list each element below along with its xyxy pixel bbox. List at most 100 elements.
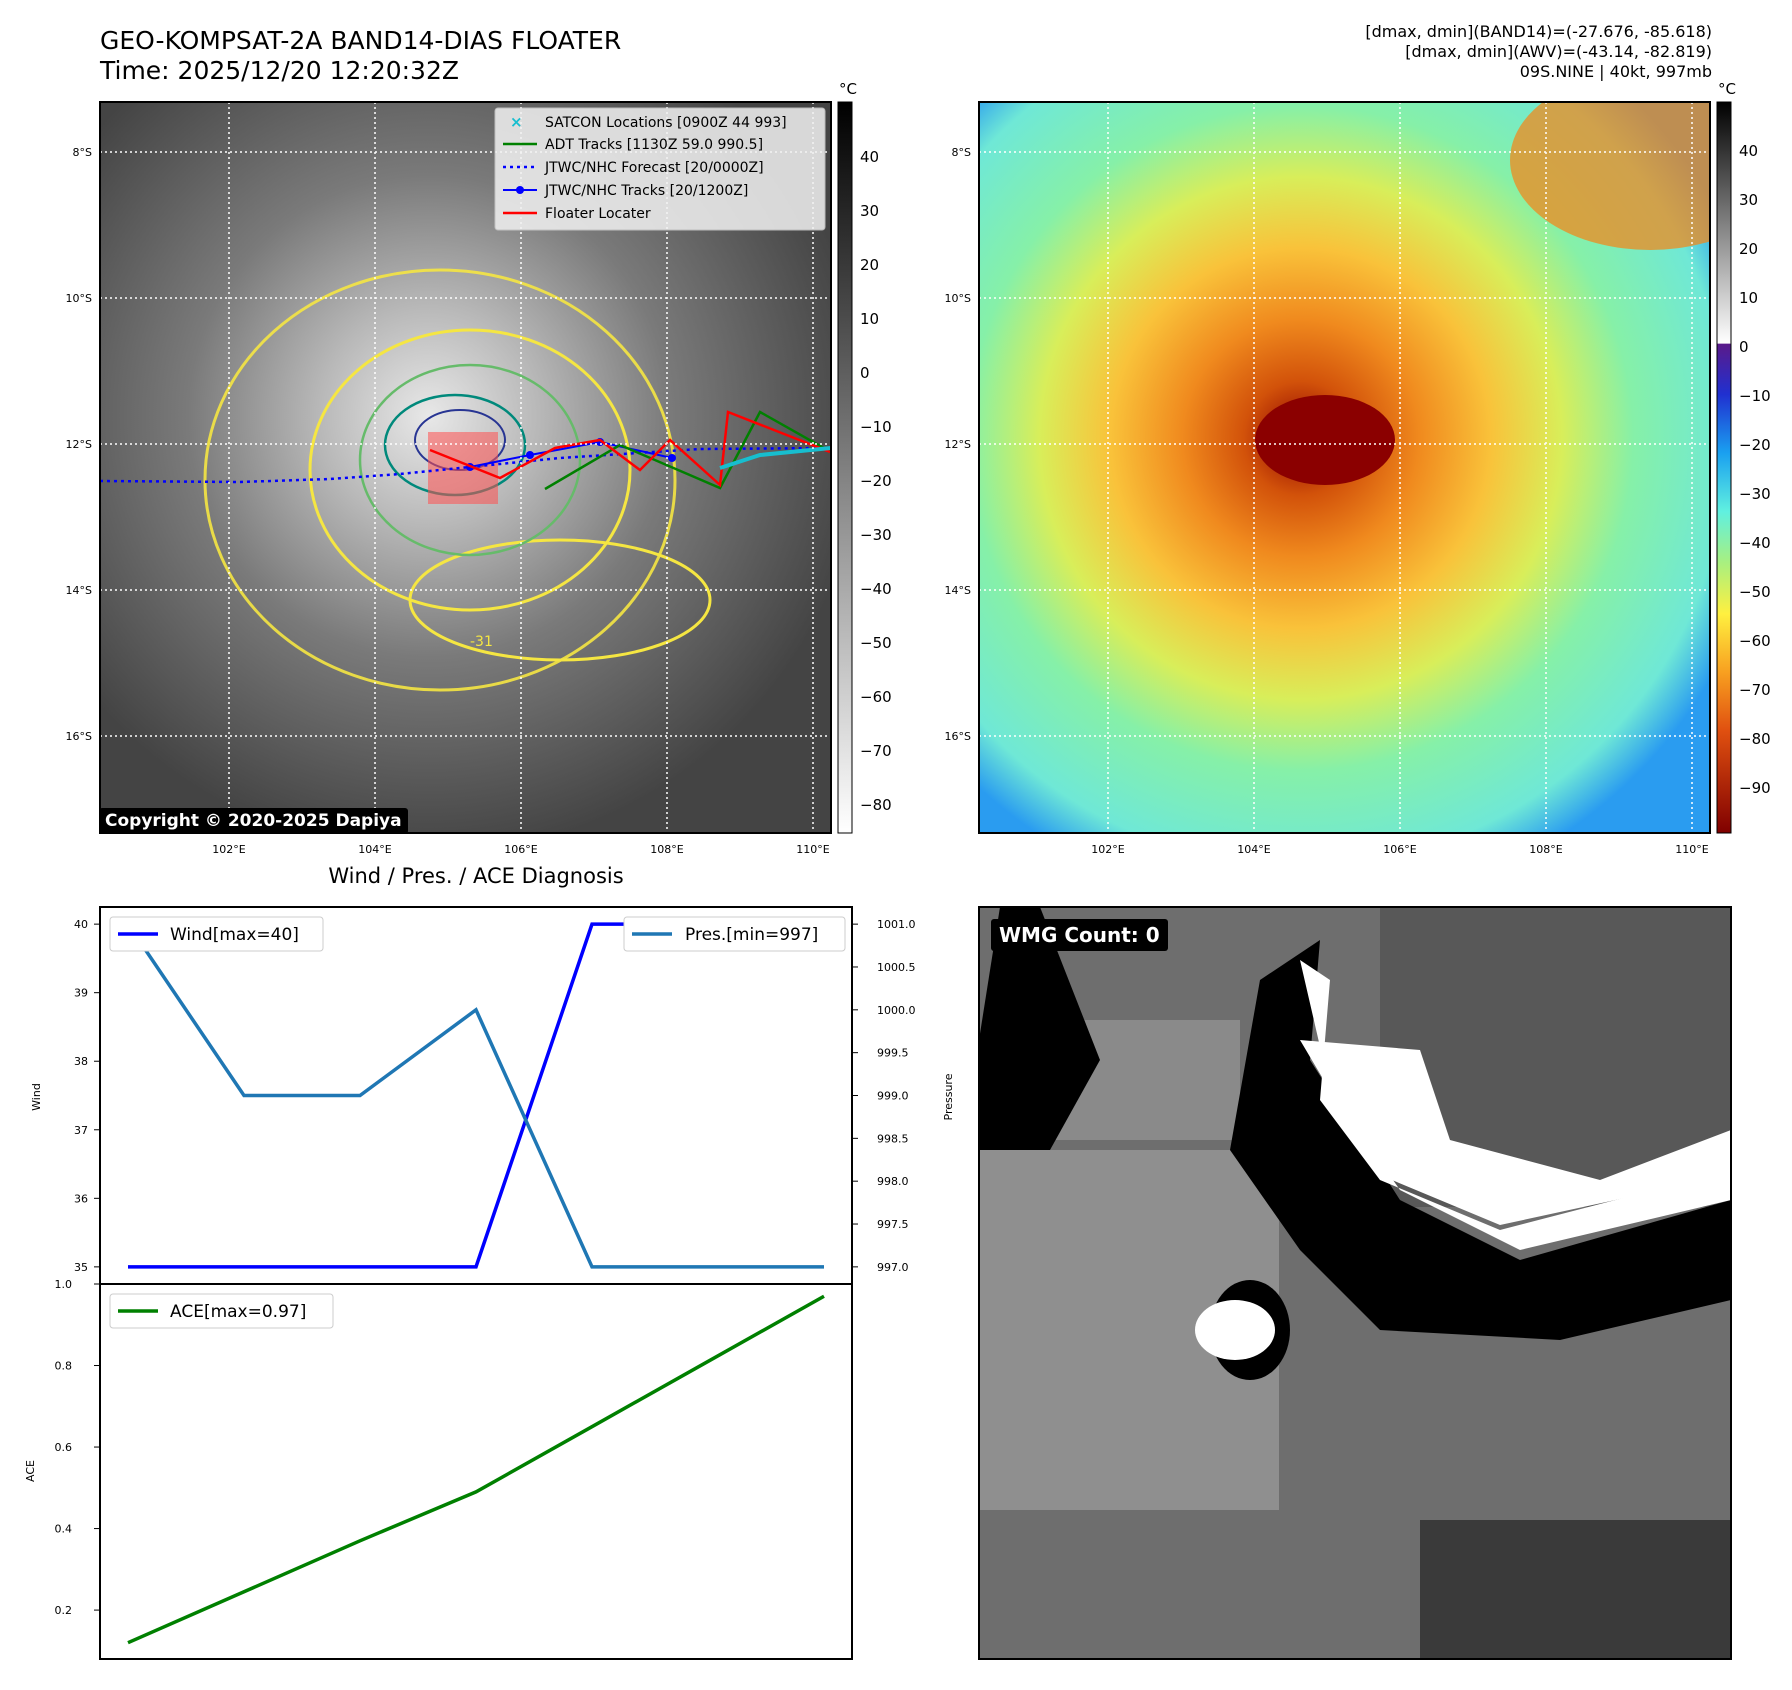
ace-tick-label: 0.8 [55,1360,73,1373]
colorbar-tick: −30 [1739,485,1771,503]
adt-track [544,410,831,491]
legend-entry: Pres.[min=997] [685,925,818,945]
track-point [668,454,676,462]
wind-legend: Wind[max=40] [109,916,324,952]
colorbar-tick: −30 [860,526,892,544]
copyright-notice: Copyright © 2020-2025 Dapiya [99,808,408,834]
pressure-tick-label: 997.0 [877,1261,909,1274]
contour-label: -31 [470,634,493,650]
wind-pressure-chart: 35 36 37 38 39 40 997.0 997.5 998.0 998.5 999.0 999… [30,906,955,1285]
legend-entry: ACE[max=0.97] [170,1302,306,1322]
awv-gridlines [979,102,1710,833]
colorbar-tick: 30 [860,202,879,220]
lat-tick-label: 10°S [945,292,971,305]
colorbar-tick: 0 [860,364,870,382]
lat-tick-label: 12°S [66,438,92,451]
wmg-cold-ring [979,907,1100,1150]
colorbar-tick: 20 [1739,240,1758,258]
ace-chart: 0.2 0.4 0.6 0.8 1.0 ACE ACE[max=0.97] [24,1278,853,1660]
ir-colorbar-ticks: 40 30 20 10 0 −10 −20 −30 −40 −50 −60 −7… [860,148,892,814]
ace-tick-label: 0.6 [55,1441,73,1454]
colorbar-tick: 40 [1739,142,1758,160]
wind-tick-label: 37 [74,1124,88,1137]
colorbar-unit: °C [839,80,857,98]
colorbar-tick: −80 [860,796,892,814]
wind-tick-label: 40 [74,918,88,931]
awv-lat-labels: 8°S 10°S 12°S 14°S 16°S [945,146,971,743]
pressure-tick-label: 999.0 [877,1090,909,1103]
lat-tick-label: 16°S [66,730,92,743]
wind-tick-label: 36 [74,1192,88,1205]
colorbar-tick: −20 [1739,436,1771,454]
figure-title: GEO-KOMPSAT-2A BAND14-DIAS FLOATER Time:… [100,26,621,86]
satellite-product-title: GEO-KOMPSAT-2A BAND14-DIAS FLOATER [100,26,622,55]
colorbar-tick: −60 [860,688,892,706]
satcon-track [719,446,831,470]
wmg-region [1420,1520,1731,1659]
band14-stats: [dmax, dmin](BAND14)=(-27.676, -85.618) [1365,22,1712,41]
legend-swatch [516,186,524,194]
pressure-series-line [126,923,824,1269]
cold-cloud-contour [408,538,712,662]
pressure-tick-label: 1000.5 [877,961,916,974]
colorbar-tick: 30 [1739,191,1758,209]
wmg-panel [978,906,1732,1660]
pressure-tick-label: 998.5 [877,1132,909,1145]
ace-tick-label: 0.2 [55,1604,73,1617]
colorbar-tick: −10 [860,418,892,436]
awv-colorbar-ticks: 40 30 20 10 0 −10 −20 −30 −40 −50 −60 −7… [1739,142,1771,797]
legend-entry: SATCON Locations [0900Z 44 993] [545,115,787,131]
legend-entry: Floater Locater [545,206,651,222]
colorbar-tick: 20 [860,256,879,274]
colorbar-tick: −50 [860,634,892,652]
wind-tick-label: 35 [74,1261,88,1274]
legend-entry: Wind[max=40] [170,925,299,945]
pressure-legend: Pres.[min=997] [623,916,846,952]
ir-legend: × SATCON Locations [0900Z 44 993] ADT Tr… [494,107,826,231]
lat-tick-label: 8°S [952,146,971,159]
lat-tick-label: 10°S [66,292,92,305]
awv-stats: [dmax, dmin](AWV)=(-43.14, -82.819) [1405,42,1712,61]
ir-colorbar: °C 40 30 20 10 0 −10 −20 −30 −40 −50 −60… [837,80,892,834]
lat-tick-label: 8°S [73,146,92,159]
diagnosis-title: Wind / Pres. / ACE Diagnosis [328,864,624,888]
ace-legend: ACE[max=0.97] [109,1293,334,1329]
awv-map-panel: 8°S 10°S 12°S 14°S 16°S 102°E 104°E 106°… [945,80,1771,856]
pressure-tick-label: 997.5 [877,1218,909,1231]
wmg-cold-ring [1230,940,1731,1340]
pressure-tick-label: 999.5 [877,1047,909,1060]
colorbar-tick: 0 [1739,338,1749,356]
colorbar-tick: −80 [1739,730,1771,748]
pressure-axis-label: Pressure [942,1073,955,1120]
awv-lon-labels: 102°E 104°E 106°E 108°E 110°E [1091,843,1708,856]
colorbar-unit: °C [1718,80,1736,98]
ir-lon-labels: 102°E 104°E 106°E 108°E 110°E [212,843,829,856]
legend-entry: JTWC/NHC Forecast [20/0000Z] [544,160,764,176]
ace-tick-label: 0.4 [55,1523,73,1536]
wind-pressure-ticks: 35 36 37 38 39 40 997.0 997.5 998.0 998.5 999.0 999… [74,918,916,1274]
pressure-tick-label: 998.0 [877,1175,909,1188]
legend-entry: ADT Tracks [1130Z 59.0 990.5] [545,137,763,153]
cold-cloud-contour [358,363,582,557]
wind-axis-label: Wind [30,1083,43,1111]
colorbar-tick: −40 [1739,534,1771,552]
lat-tick-label: 12°S [945,438,971,451]
colorbar-tick: −60 [1739,632,1771,650]
lon-tick-label: 110°E [1675,843,1708,856]
observation-time: Time: 2025/12/20 12:20:32Z [100,56,459,85]
awv-dry-region [1510,102,1710,250]
awv-colorbar: °C 40 30 20 10 0 −10 −20 −30 −40 −50 −60… [1716,80,1771,834]
lon-tick-label: 108°E [1529,843,1562,856]
lon-tick-label: 106°E [504,843,537,856]
colorbar-tick: −20 [860,472,892,490]
jtwc-best-track [469,440,673,468]
wind-tick-label: 39 [74,987,88,1000]
lat-tick-label: 14°S [945,584,971,597]
pressure-tick-label: 1001.0 [877,918,916,931]
wmg-warm-spot [1195,1300,1275,1360]
stats-block: [dmax, dmin](BAND14)=(-27.676, -85.618) … [1365,22,1712,82]
colorbar-tick: 10 [860,310,879,328]
track-point [526,451,534,459]
wind-tick-label: 38 [74,1055,88,1068]
